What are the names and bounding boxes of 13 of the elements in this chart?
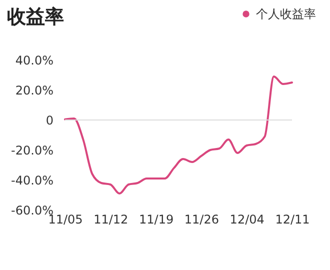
x-tick-label: 11/12 bbox=[94, 212, 128, 226]
legend-label: 个人收益率 bbox=[256, 7, 316, 21]
y-tick-label: 20.0% bbox=[15, 84, 54, 98]
y-tick-label: 40.0% bbox=[15, 54, 54, 68]
x-tick-label: 12/04 bbox=[230, 212, 264, 226]
chart-title: 收益率 bbox=[7, 5, 64, 30]
line-series bbox=[64, 76, 293, 194]
x-tick-label: 12/11 bbox=[275, 212, 310, 226]
x-tick-label: 11/19 bbox=[139, 212, 174, 226]
y-tick-label: 0 bbox=[46, 114, 54, 128]
y-tick-label: -40.0% bbox=[11, 174, 54, 188]
x-tick-label: 11/26 bbox=[184, 212, 219, 226]
y-tick-label: -20.0% bbox=[11, 144, 54, 158]
